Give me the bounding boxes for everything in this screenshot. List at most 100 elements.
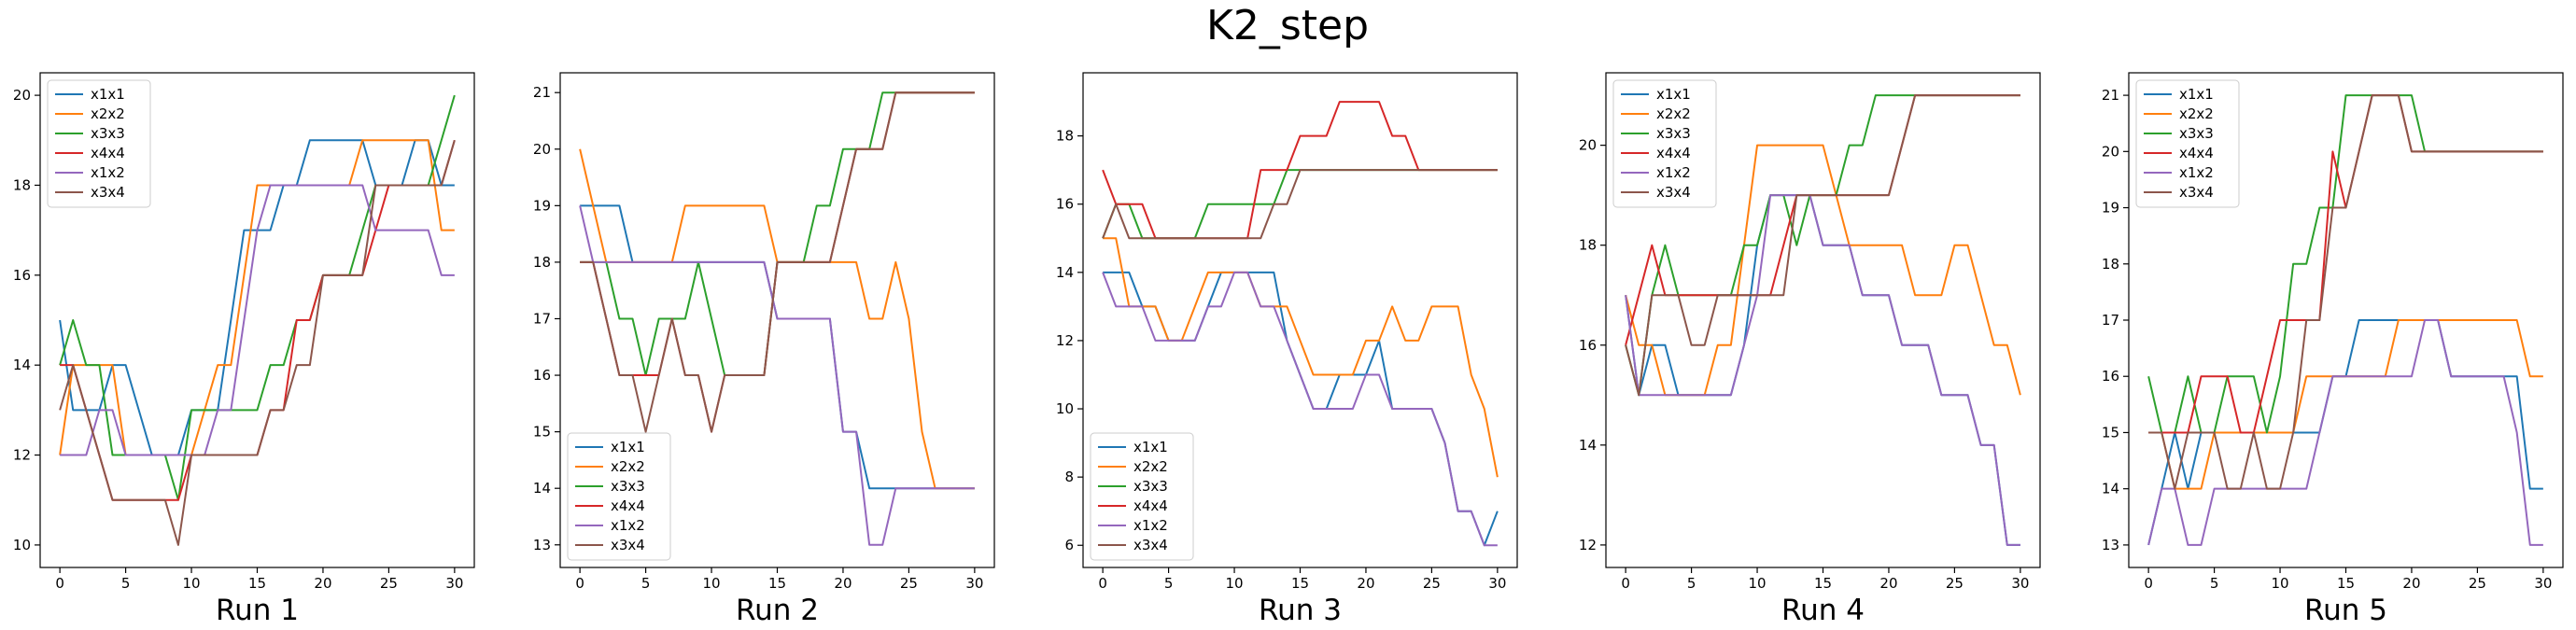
x-tick-label: 25 <box>900 575 918 592</box>
x-tick-label: 30 <box>965 575 983 592</box>
x-tick-label: 20 <box>1879 575 1897 592</box>
legend-label-x3x3: x3x3 <box>1133 478 1168 495</box>
legend-box <box>1612 79 1717 208</box>
y-tick-label: 6 <box>1064 537 1074 553</box>
y-tick-label: 21 <box>533 84 551 101</box>
y-tick-label: 15 <box>2102 424 2119 441</box>
y-tick-label: 17 <box>2102 312 2119 329</box>
x-tick-label: 0 <box>2144 575 2153 592</box>
legend-label-x1x1: x1x1 <box>2179 86 2214 103</box>
y-tick-label: 18 <box>1056 128 1074 145</box>
y-tick-label: 20 <box>2102 143 2119 160</box>
legend-label-x3x3: x3x3 <box>2179 125 2214 142</box>
series-line-x3x4 <box>1102 169 1498 240</box>
legend-label-x4x4: x4x4 <box>1133 497 1168 514</box>
x-tick-label: 25 <box>1423 575 1441 592</box>
x-tick-label: 15 <box>248 575 266 592</box>
y-tick-label: 20 <box>533 141 551 158</box>
x-tick-label: 5 <box>641 575 651 592</box>
legend-label-x1x2: x1x2 <box>91 164 125 181</box>
x-axis-label: Run 5 <box>2304 594 2387 627</box>
legend-label-x3x4: x3x4 <box>611 537 645 553</box>
legend-label-x4x4: x4x4 <box>2179 145 2214 161</box>
legend-box <box>2135 79 2240 208</box>
x-axis-label: Run 3 <box>1259 594 1342 627</box>
x-tick-label: 15 <box>2337 575 2355 592</box>
y-tick-label: 19 <box>533 197 551 214</box>
x-tick-label: 10 <box>1748 575 1766 592</box>
y-tick-label: 14 <box>533 480 551 497</box>
x-tick-label: 0 <box>1098 575 1107 592</box>
figure-title: K2_step <box>1206 2 1369 49</box>
x-axis-label: Run 1 <box>216 594 299 627</box>
y-tick-label: 16 <box>533 367 551 384</box>
y-tick-label: 17 <box>533 310 551 327</box>
legend-label-x2x2: x2x2 <box>611 458 645 475</box>
x-tick-label: 25 <box>1946 575 1964 592</box>
x-tick-label: 30 <box>2534 575 2552 592</box>
x-tick-label: 25 <box>2469 575 2486 592</box>
x-tick-label: 0 <box>575 575 584 592</box>
x-tick-label: 30 <box>445 575 463 592</box>
legend: x1x1 x2x2 x3x3 x4x4 x1x2 x3x4 <box>1090 432 1194 561</box>
x-axis-label: Run 2 <box>736 594 819 627</box>
x-tick-label: 20 <box>1357 575 1374 592</box>
series-line-x1x2 <box>579 205 975 546</box>
x-tick-label: 30 <box>2011 575 2029 592</box>
legend-label-x1x2: x1x2 <box>2179 164 2214 181</box>
legend-label-x3x4: x3x4 <box>1133 537 1168 553</box>
y-tick-label: 8 <box>1064 469 1074 485</box>
y-tick-label: 18 <box>533 254 551 271</box>
legend-label-x3x4: x3x4 <box>91 184 125 201</box>
y-tick-label: 16 <box>13 267 31 284</box>
y-tick-label: 16 <box>1579 337 1597 354</box>
y-tick-label: 21 <box>2102 87 2119 104</box>
x-tick-label: 10 <box>1225 575 1243 592</box>
legend-label-x1x1: x1x1 <box>1133 439 1168 455</box>
x-tick-label: 20 <box>314 575 331 592</box>
y-tick-label: 12 <box>1579 537 1597 553</box>
legend-box <box>1090 432 1194 561</box>
series-line-x1x2 <box>1102 271 1498 547</box>
y-tick-label: 14 <box>1056 264 1074 281</box>
series-line-x1x2 <box>60 184 455 456</box>
y-tick-label: 12 <box>1056 332 1074 349</box>
legend-label-x1x2: x1x2 <box>611 517 645 534</box>
legend: x1x1 x2x2 x3x3 x4x4 x1x2 x3x4 <box>1612 79 1717 208</box>
legend-label-x3x4: x3x4 <box>1656 184 1691 201</box>
legend-label-x2x2: x2x2 <box>1133 458 1168 475</box>
x-tick-label: 15 <box>1291 575 1309 592</box>
y-tick-label: 14 <box>13 357 31 373</box>
legend-label-x1x1: x1x1 <box>1656 86 1691 103</box>
y-tick-label: 16 <box>1056 196 1074 213</box>
legend-label-x2x2: x2x2 <box>91 105 125 122</box>
y-tick-label: 16 <box>2102 368 2119 385</box>
series-line-x1x2 <box>1625 194 2020 546</box>
x-tick-label: 25 <box>380 575 398 592</box>
legend-label-x4x4: x4x4 <box>611 497 645 514</box>
y-tick-label: 12 <box>13 447 31 464</box>
subplots: 0 5 10 15 20 25 30 10 12 14 16 18 20 Run 1 x1x1 x2x2 x3x… <box>13 72 2564 627</box>
legend-box <box>47 79 151 208</box>
series-line-x3x4 <box>59 139 456 546</box>
x-tick-label: 5 <box>2210 575 2219 592</box>
y-tick-label: 18 <box>13 176 31 193</box>
legend-label-x1x2: x1x2 <box>1133 517 1168 534</box>
x-tick-label: 5 <box>1164 575 1174 592</box>
x-axis-label: Run 4 <box>1781 594 1865 627</box>
legend-label-x3x3: x3x3 <box>611 478 645 495</box>
x-tick-label: 0 <box>55 575 64 592</box>
y-tick-label: 18 <box>2102 256 2119 273</box>
x-tick-label: 15 <box>768 575 786 592</box>
y-tick-label: 14 <box>2102 481 2119 497</box>
series-line-x3x4 <box>580 91 975 433</box>
legend-box <box>567 432 671 561</box>
x-tick-label: 5 <box>1687 575 1696 592</box>
x-tick-label: 10 <box>2271 575 2288 592</box>
x-tick-label: 10 <box>182 575 200 592</box>
y-tick-label: 20 <box>1579 137 1597 154</box>
y-tick-label: 20 <box>13 87 31 104</box>
legend: x1x1 x2x2 x3x3 x4x4 x1x2 x3x4 <box>47 79 151 208</box>
